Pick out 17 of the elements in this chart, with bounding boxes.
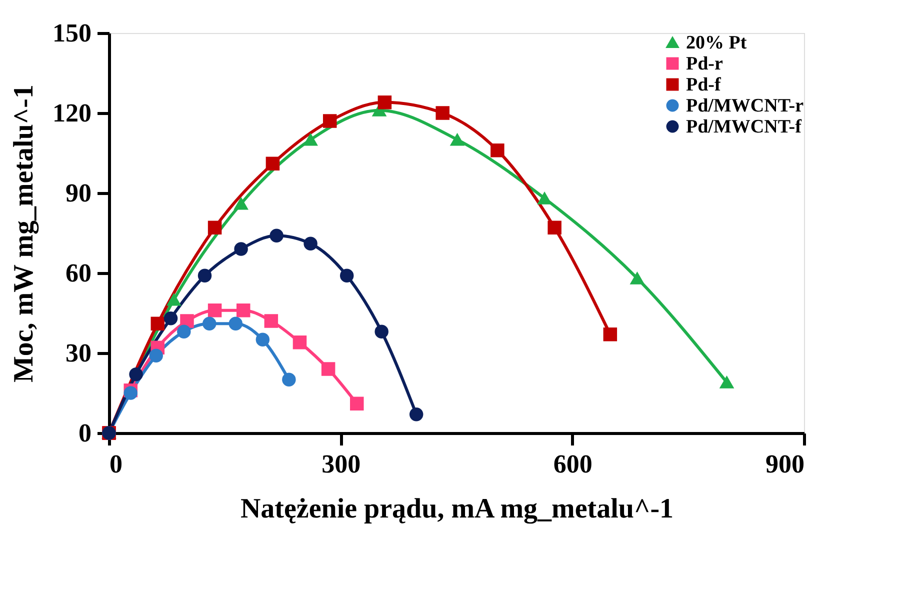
x-tick-label: 0 <box>110 450 122 478</box>
y-tick-label: 120 <box>52 98 92 128</box>
x-tick-label: 300 <box>322 450 361 478</box>
legend-label: Pd-r <box>686 54 724 74</box>
y-tick-label: 150 <box>52 18 92 48</box>
y-tick-label: 60 <box>66 258 92 288</box>
legend-label: Pd/MWCNT-r <box>686 96 804 116</box>
legend-label: 20% Pt <box>686 32 748 54</box>
y-tick-label: 90 <box>66 178 92 208</box>
legend-label: Pd-f <box>686 74 722 96</box>
x-tick-label: 600 <box>553 450 592 478</box>
x-tick-label: 900 <box>766 450 804 478</box>
y-tick-label: 30 <box>66 338 92 368</box>
y-axis-title: Moc, mW mg_metalu^-1 <box>8 84 40 383</box>
y-tick-label: 0 <box>78 418 92 448</box>
x-axis-title: Natężenie prądu, mA mg_metalu^-1 <box>240 494 674 524</box>
legend-label: Pd/MWCNT-f <box>686 116 802 138</box>
